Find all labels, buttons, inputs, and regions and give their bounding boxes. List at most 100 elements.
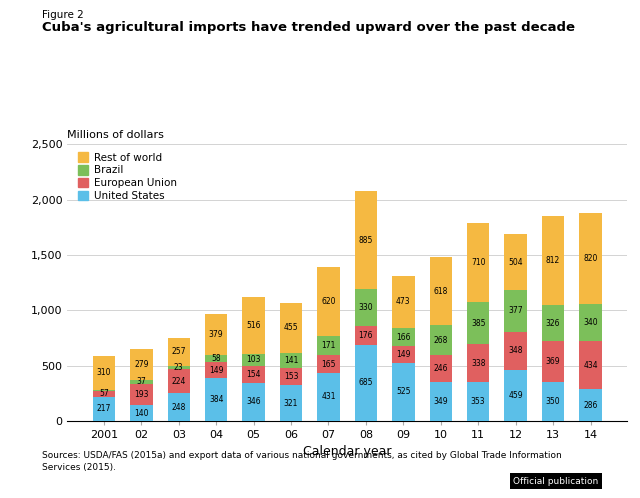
Text: 153: 153 [284, 373, 298, 381]
Text: 516: 516 [246, 321, 261, 330]
Text: 224: 224 [172, 376, 186, 385]
Text: 149: 149 [209, 366, 223, 374]
Bar [243, 354, 265, 366]
Text: 141: 141 [284, 356, 298, 365]
Text: 286: 286 [583, 400, 598, 409]
Bar [130, 380, 152, 384]
Text: 37: 37 [136, 377, 146, 386]
Bar [392, 328, 415, 346]
Bar [205, 362, 227, 378]
X-axis label: Calendar year: Calendar year [303, 445, 392, 458]
Text: 330: 330 [358, 303, 373, 312]
Text: 217: 217 [97, 404, 111, 413]
Text: Official publication: Official publication [513, 477, 598, 486]
Text: 193: 193 [134, 390, 148, 399]
Bar [205, 314, 227, 356]
Text: 58: 58 [211, 354, 221, 363]
Bar [542, 341, 564, 382]
Bar [93, 390, 115, 397]
Text: 23: 23 [174, 363, 184, 372]
Text: 349: 349 [433, 397, 448, 406]
Text: 710: 710 [471, 258, 486, 267]
Bar [355, 326, 377, 345]
Bar [429, 355, 452, 382]
Bar [130, 384, 152, 405]
Text: 434: 434 [583, 361, 598, 370]
Bar [168, 366, 190, 369]
Text: 820: 820 [583, 254, 598, 263]
Text: 525: 525 [396, 387, 411, 396]
Text: 459: 459 [508, 391, 523, 400]
Text: 154: 154 [246, 370, 261, 378]
Bar [355, 191, 377, 289]
Text: 812: 812 [546, 256, 560, 265]
Bar [280, 302, 302, 353]
Text: Sources: USDA/FAS (2015a) and export data of various national governments, as ci: Sources: USDA/FAS (2015a) and export dat… [42, 451, 561, 460]
Bar [205, 356, 227, 362]
Bar [355, 345, 377, 421]
Text: 57: 57 [99, 389, 109, 398]
Text: 257: 257 [172, 348, 186, 357]
Text: 165: 165 [321, 360, 336, 369]
Bar [168, 338, 190, 366]
Bar [504, 332, 527, 370]
Text: 279: 279 [134, 360, 148, 369]
Bar [317, 267, 340, 336]
Bar [392, 363, 415, 421]
Text: 338: 338 [471, 359, 486, 368]
Text: 340: 340 [583, 318, 598, 327]
Text: Millions of dollars: Millions of dollars [67, 130, 164, 140]
Text: 348: 348 [508, 346, 523, 356]
Text: 685: 685 [358, 378, 373, 387]
Bar [280, 353, 302, 369]
Text: 369: 369 [546, 357, 561, 366]
Text: 504: 504 [508, 257, 523, 266]
Bar [130, 405, 152, 421]
Bar [392, 346, 415, 363]
Bar [579, 341, 602, 389]
Bar [243, 297, 265, 354]
Bar [467, 302, 490, 345]
Text: 618: 618 [433, 287, 448, 296]
Bar [392, 276, 415, 328]
Bar [168, 393, 190, 421]
Bar [93, 356, 115, 390]
Legend: Rest of world, Brazil, European Union, United States: Rest of world, Brazil, European Union, U… [78, 152, 177, 201]
Text: 248: 248 [172, 402, 186, 412]
Text: 379: 379 [209, 330, 223, 339]
Bar [579, 389, 602, 421]
Bar [542, 305, 564, 341]
Bar [280, 369, 302, 385]
Text: 176: 176 [358, 331, 373, 340]
Text: 149: 149 [396, 350, 411, 359]
Text: Services (2015).: Services (2015). [42, 463, 116, 472]
Bar [542, 382, 564, 421]
Bar [355, 289, 377, 326]
Text: 384: 384 [209, 395, 223, 404]
Bar [504, 370, 527, 421]
Bar [504, 290, 527, 332]
Text: 166: 166 [396, 333, 411, 342]
Bar [542, 216, 564, 305]
Bar [429, 325, 452, 355]
Text: 431: 431 [321, 392, 336, 401]
Text: 885: 885 [359, 236, 373, 245]
Text: Figure 2: Figure 2 [42, 10, 83, 20]
Text: 140: 140 [134, 408, 148, 417]
Text: 385: 385 [471, 319, 486, 328]
Text: Cuba's agricultural imports have trended upward over the past decade: Cuba's agricultural imports have trended… [42, 21, 575, 34]
Bar [130, 349, 152, 380]
Text: 171: 171 [321, 341, 335, 350]
Bar [467, 382, 490, 421]
Bar [280, 385, 302, 421]
Bar [205, 378, 227, 421]
Text: 310: 310 [97, 369, 111, 377]
Text: 620: 620 [321, 297, 336, 306]
Bar [168, 369, 190, 393]
Bar [317, 373, 340, 421]
Text: 246: 246 [433, 364, 448, 373]
Text: 103: 103 [246, 356, 261, 365]
Text: 473: 473 [396, 297, 411, 306]
Bar [504, 234, 527, 290]
Bar [579, 304, 602, 341]
